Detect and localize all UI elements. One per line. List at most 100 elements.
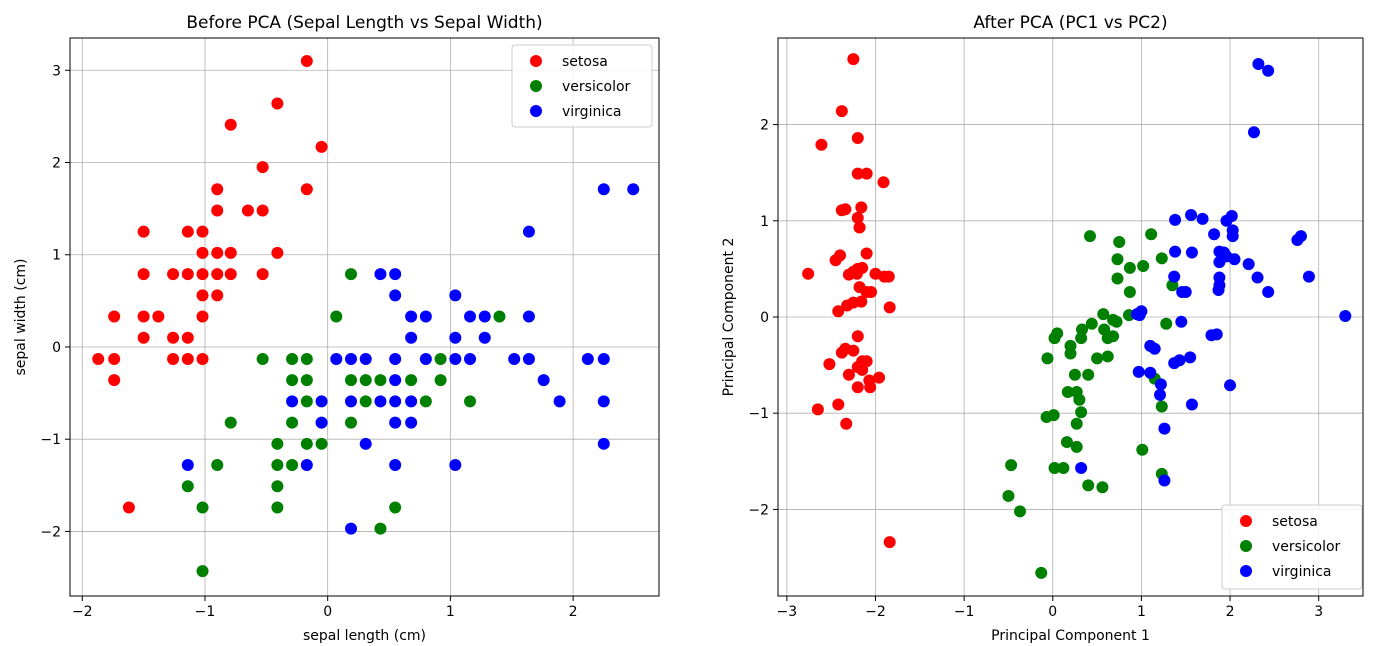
data-point-versicolor [271, 501, 284, 514]
data-point-versicolor [1048, 462, 1061, 475]
data-point-setosa [181, 352, 194, 365]
data-point-virginica [1148, 342, 1161, 355]
data-point-virginica [1075, 462, 1088, 475]
data-point-virginica [1154, 388, 1167, 401]
data-point-versicolor [1085, 317, 1098, 330]
data-point-versicolor [1123, 285, 1136, 298]
data-point-virginica [627, 183, 640, 196]
data-point-virginica [1185, 209, 1198, 222]
data-point-setosa [842, 368, 855, 381]
series-versicolor [181, 268, 506, 578]
data-point-setosa [847, 344, 860, 357]
legend-label-versicolor: versicolor [1272, 539, 1341, 555]
data-point-virginica [464, 352, 477, 365]
data-point-setosa [224, 268, 237, 281]
data-point-virginica [1210, 328, 1223, 341]
data-point-versicolor [434, 352, 447, 365]
data-point-versicolor [1013, 505, 1026, 518]
data-point-setosa [835, 105, 848, 118]
data-point-virginica [1168, 270, 1181, 283]
data-point-setosa [211, 289, 224, 302]
data-point-versicolor [464, 395, 477, 408]
data-point-setosa [196, 310, 209, 323]
data-point-virginica [1185, 398, 1198, 411]
series-setosa [92, 55, 328, 514]
data-point-versicolor [1057, 462, 1070, 475]
data-point-setosa [823, 358, 836, 371]
y-tick-label: 1 [52, 248, 61, 264]
data-point-virginica [553, 395, 566, 408]
data-point-virginica [597, 437, 610, 450]
data-point-versicolor [1070, 440, 1083, 453]
y-tick-label: −1 [40, 432, 61, 448]
data-point-virginica [286, 395, 299, 408]
chart-panel-2: −3 −2 −1 0 1 2 3 −2 −1 0 1 2 After PCA (PC1 vs PC2) P… [721, 13, 1364, 644]
data-point-versicolor [1075, 332, 1088, 345]
data-point-setosa [256, 161, 269, 174]
data-point-versicolor [1070, 417, 1083, 430]
data-point-versicolor [1111, 272, 1124, 285]
y-tick-label: 1 [760, 214, 769, 230]
data-point-versicolor [224, 416, 237, 429]
data-point-virginica [1339, 310, 1352, 323]
legend-label-virginica: virginica [1272, 564, 1332, 580]
data-point-versicolor [1048, 332, 1061, 345]
data-point-virginica [389, 268, 402, 281]
data-point-virginica [597, 395, 610, 408]
data-point-versicolor [1136, 443, 1149, 456]
series-setosa [802, 53, 896, 549]
data-point-setosa [832, 398, 845, 411]
data-point-virginica [478, 331, 491, 344]
data-point-virginica [1225, 209, 1238, 222]
data-point-versicolor [374, 522, 387, 535]
data-point-setosa [241, 204, 254, 217]
data-point-virginica [1262, 285, 1275, 298]
data-point-virginica [478, 310, 491, 323]
data-point-versicolor [359, 395, 372, 408]
data-point-setosa [835, 204, 848, 217]
data-point-virginica [1144, 366, 1157, 379]
data-point-versicolor [286, 459, 299, 472]
data-point-virginica [1169, 213, 1182, 226]
data-point-virginica [537, 374, 550, 387]
data-point-virginica [1251, 271, 1264, 284]
x-tick-label: 2 [569, 604, 578, 620]
data-point-versicolor [300, 437, 313, 450]
data-point-setosa [855, 201, 868, 214]
series-virginica [181, 183, 640, 535]
data-point-versicolor [196, 565, 209, 578]
data-point-versicolor [1082, 368, 1095, 381]
data-point-versicolor [1068, 368, 1081, 381]
data-point-virginica [315, 416, 328, 429]
y-tick-label: 0 [760, 310, 769, 326]
y-tick-label: 2 [52, 156, 61, 172]
data-point-virginica [1212, 284, 1225, 297]
x-axis-label: sepal length (cm) [303, 628, 426, 644]
data-point-virginica [405, 395, 418, 408]
data-point-virginica [389, 395, 402, 408]
data-point-versicolor [1096, 481, 1109, 494]
data-point-versicolor [359, 374, 372, 387]
data-point-versicolor [286, 374, 299, 387]
data-point-versicolor [1137, 260, 1150, 273]
data-point-virginica [1247, 126, 1260, 139]
legend-marker-versicolor [530, 80, 542, 92]
x-tick-label: 3 [1314, 604, 1323, 620]
data-point-virginica [1158, 422, 1171, 435]
data-point-versicolor [1061, 386, 1074, 399]
data-point-virginica [1294, 230, 1307, 243]
y-tick-label: 3 [52, 63, 61, 79]
data-point-setosa [211, 268, 224, 281]
data-point-virginica [345, 395, 358, 408]
data-point-setosa [137, 310, 150, 323]
data-point-virginica [1252, 57, 1265, 70]
data-point-versicolor [1097, 308, 1110, 321]
x-tick-label: 2 [1226, 604, 1235, 620]
data-point-setosa [196, 268, 209, 281]
data-point-virginica [389, 416, 402, 429]
data-point-virginica [597, 183, 610, 196]
data-point-virginica [1226, 230, 1239, 243]
legend-marker-virginica [530, 105, 542, 117]
data-point-virginica [597, 352, 610, 365]
data-point-setosa [850, 267, 863, 280]
